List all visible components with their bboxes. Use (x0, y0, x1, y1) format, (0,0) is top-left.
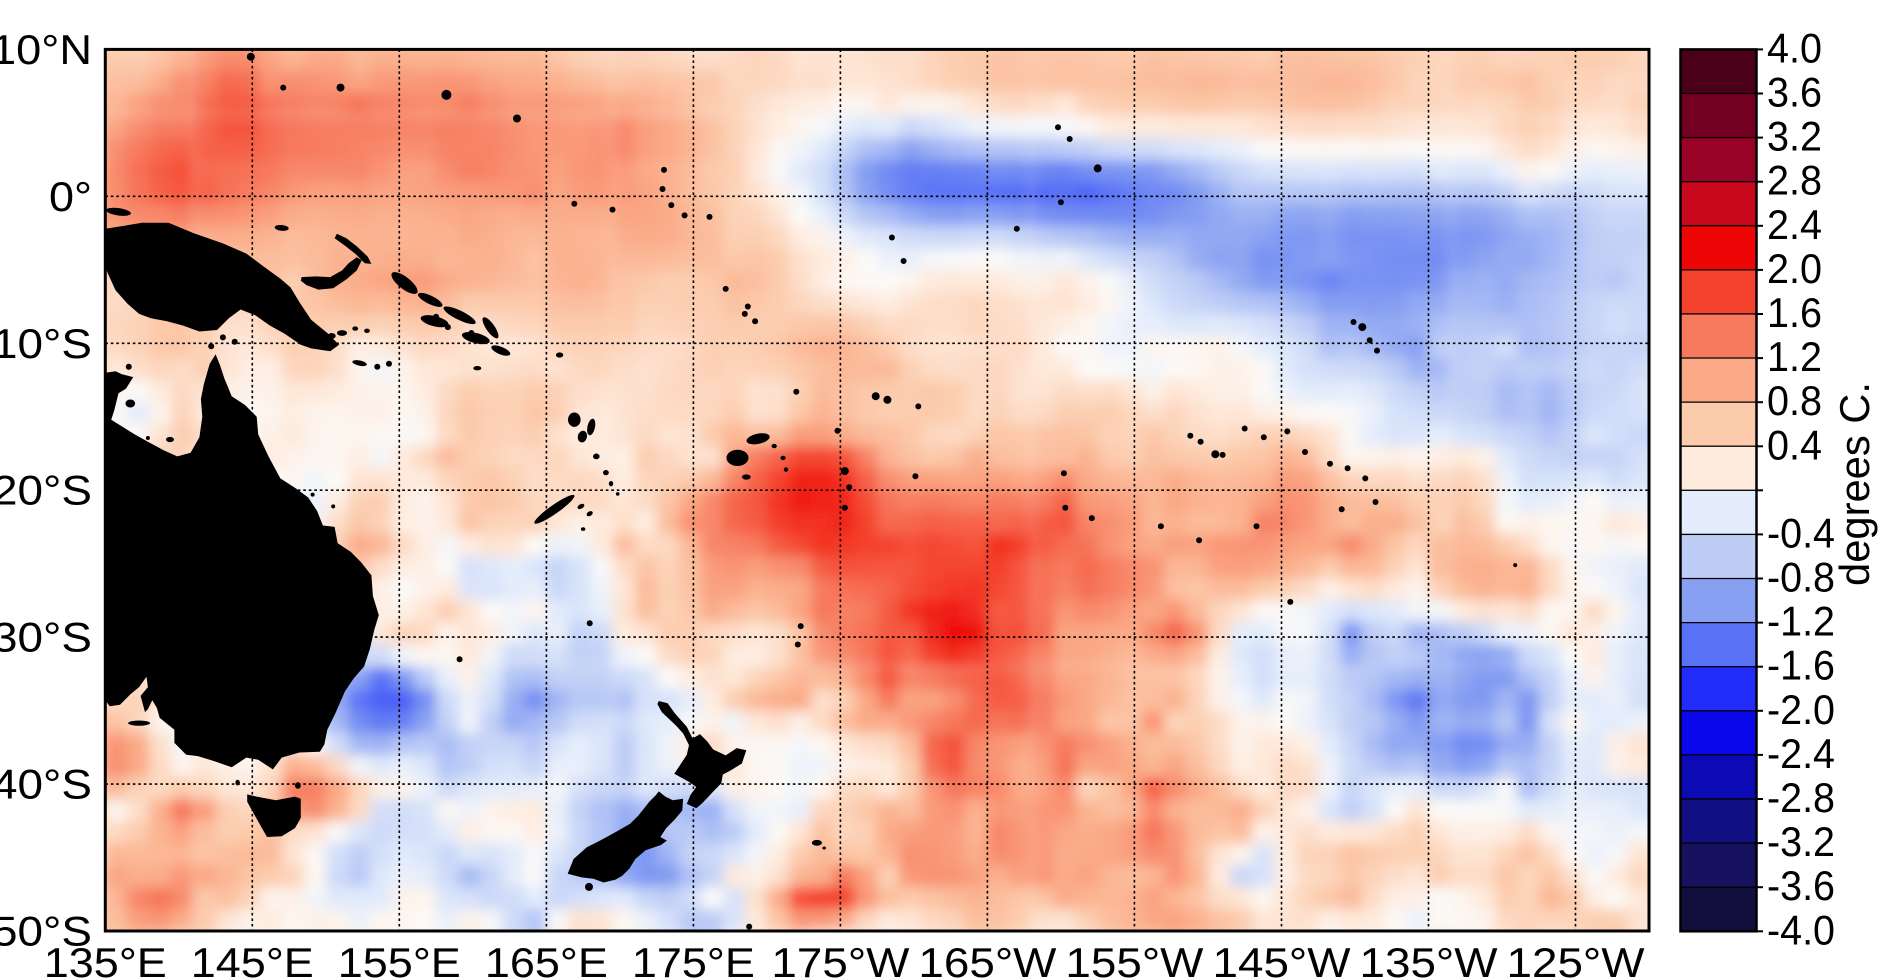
svg-text:-2.4: -2.4 (1767, 730, 1835, 777)
svg-text:10°N: 10°N (0, 26, 92, 73)
svg-text:165°W: 165°W (918, 939, 1056, 980)
svg-text:-3.6: -3.6 (1767, 862, 1835, 909)
svg-text:1.2: 1.2 (1767, 333, 1822, 380)
svg-text:155°W: 155°W (1065, 939, 1203, 980)
svg-text:-0.4: -0.4 (1767, 509, 1835, 556)
svg-text:10°S: 10°S (0, 320, 92, 367)
svg-text:40°S: 40°S (0, 761, 92, 808)
svg-text:-1.6: -1.6 (1767, 642, 1835, 689)
svg-text:175°E: 175°E (632, 939, 755, 980)
svg-text:3.2: 3.2 (1767, 113, 1822, 160)
svg-text:50°S: 50°S (0, 908, 92, 955)
svg-text:0.8: 0.8 (1767, 377, 1822, 424)
svg-text:175°W: 175°W (771, 939, 909, 980)
svg-text:135°E: 135°E (44, 939, 167, 980)
svg-text:4.0: 4.0 (1767, 24, 1822, 71)
svg-text:-4.0: -4.0 (1767, 906, 1835, 953)
svg-text:-2.8: -2.8 (1767, 774, 1835, 821)
svg-text:0.4: 0.4 (1767, 421, 1822, 468)
svg-text:2.4: 2.4 (1767, 201, 1822, 248)
svg-text:165°E: 165°E (485, 939, 608, 980)
svg-text:-1.2: -1.2 (1767, 598, 1835, 645)
svg-text:30°S: 30°S (0, 614, 92, 661)
svg-text:0°: 0° (49, 173, 92, 220)
svg-text:155°E: 155°E (338, 939, 461, 980)
svg-text:125°W: 125°W (1507, 939, 1645, 980)
svg-text:1.6: 1.6 (1767, 289, 1822, 336)
svg-text:20°S: 20°S (0, 467, 92, 514)
svg-text:135°W: 135°W (1360, 939, 1498, 980)
svg-text:145°W: 145°W (1213, 939, 1351, 980)
svg-text:-3.2: -3.2 (1767, 818, 1835, 865)
svg-text:2.0: 2.0 (1767, 245, 1822, 292)
svg-text:145°E: 145°E (191, 939, 314, 980)
svg-text:2.8: 2.8 (1767, 157, 1822, 204)
svg-text:3.6: 3.6 (1767, 69, 1822, 116)
svg-text:-2.0: -2.0 (1767, 686, 1835, 733)
svg-text:degrees C.: degrees C. (1831, 382, 1878, 586)
svg-text:-0.8: -0.8 (1767, 554, 1835, 601)
